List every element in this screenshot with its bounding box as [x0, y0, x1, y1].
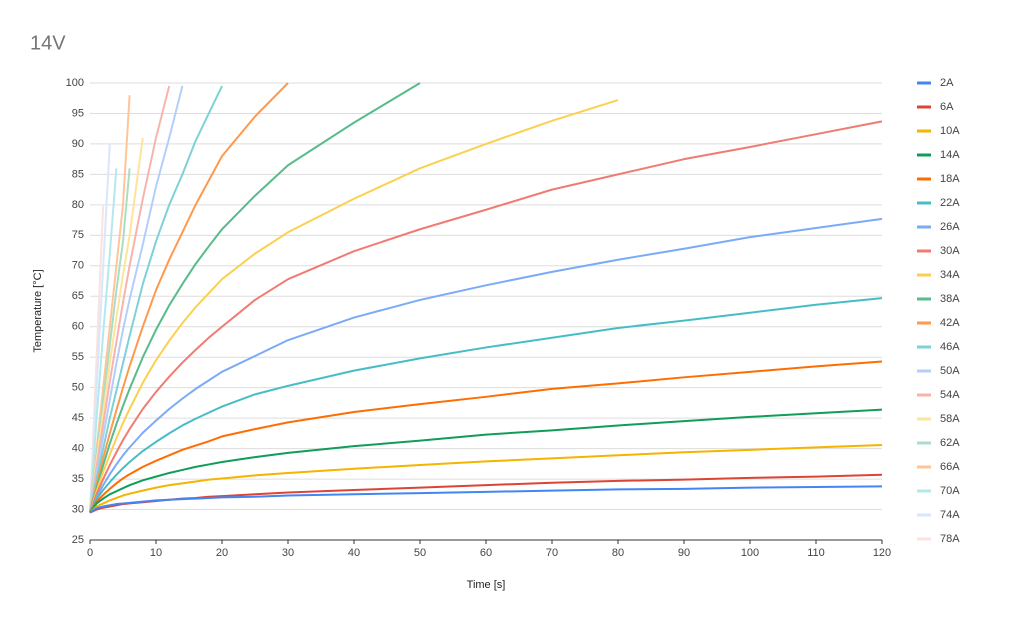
x-tick-label: 50 [414, 547, 426, 559]
y-tick-label: 65 [72, 290, 84, 302]
legend-label: 78A [940, 533, 960, 545]
legend-label: 22A [940, 197, 960, 209]
y-tick-label: 50 [72, 382, 84, 394]
series-line [89, 85, 223, 513]
legend-label: 54A [940, 389, 960, 401]
series-line [89, 82, 289, 513]
legend-label: 62A [940, 437, 960, 449]
y-tick-label: 55 [72, 351, 84, 363]
legend-label: 70A [940, 485, 960, 497]
y-tick-label: 25 [72, 534, 84, 546]
legend-label: 26A [940, 221, 960, 233]
legend-label: 74A [940, 509, 960, 521]
legend-label: 6A [940, 101, 954, 113]
x-tick-label: 100 [741, 547, 759, 559]
x-tick-label: 70 [546, 547, 558, 559]
y-tick-label: 85 [72, 168, 84, 180]
x-tick-label: 60 [480, 547, 492, 559]
x-tick-label: 80 [612, 547, 624, 559]
x-tick-label: 0 [87, 547, 93, 559]
legend-label: 14A [940, 149, 960, 161]
series-line [89, 168, 118, 513]
y-tick-label: 30 [72, 503, 84, 515]
legend-label: 46A [940, 341, 960, 353]
legend-label: 38A [940, 293, 960, 305]
series-line [89, 297, 883, 514]
series-line [89, 99, 619, 513]
legend-label: 18A [940, 173, 960, 185]
series-line [89, 408, 883, 514]
x-tick-label: 40 [348, 547, 360, 559]
y-tick-label: 100 [66, 77, 84, 89]
x-tick-label: 20 [216, 547, 228, 559]
y-tick-label: 40 [72, 443, 84, 455]
y-tick-label: 60 [72, 321, 84, 333]
series-line [89, 85, 171, 513]
series-line [89, 473, 883, 514]
legend-label: 2A [940, 77, 954, 89]
series-line [89, 360, 883, 514]
x-tick-label: 30 [282, 547, 294, 559]
chart-title: 14V [30, 32, 66, 54]
y-tick-label: 75 [72, 229, 84, 241]
series-line [89, 217, 883, 513]
x-tick-label: 110 [807, 547, 825, 559]
y-tick-label: 35 [72, 473, 84, 485]
series-line [89, 485, 883, 514]
x-tick-label: 10 [150, 547, 162, 559]
y-tick-label: 95 [72, 107, 84, 119]
y-tick-label: 80 [72, 199, 84, 211]
x-tick-label: 90 [678, 547, 690, 559]
legend-label: 66A [940, 461, 960, 473]
legend-label: 50A [940, 365, 960, 377]
x-axis-title: Time [s] [467, 579, 506, 591]
series-line [89, 85, 184, 513]
y-tick-label: 45 [72, 412, 84, 424]
y-axis-title: Temperature [°C] [32, 269, 44, 352]
y-tick-label: 90 [72, 138, 84, 150]
legend-label: 58A [940, 413, 960, 425]
x-tick-label: 120 [873, 547, 891, 559]
series-line [89, 120, 883, 513]
legend-label: 30A [940, 245, 960, 257]
legend-label: 42A [940, 317, 960, 329]
series-line [89, 82, 421, 513]
series-line [89, 443, 883, 514]
y-tick-label: 70 [72, 260, 84, 272]
series-line [89, 137, 144, 513]
series-line [89, 143, 111, 513]
legend-label: 10A [940, 125, 960, 137]
legend-label: 34A [940, 269, 960, 281]
